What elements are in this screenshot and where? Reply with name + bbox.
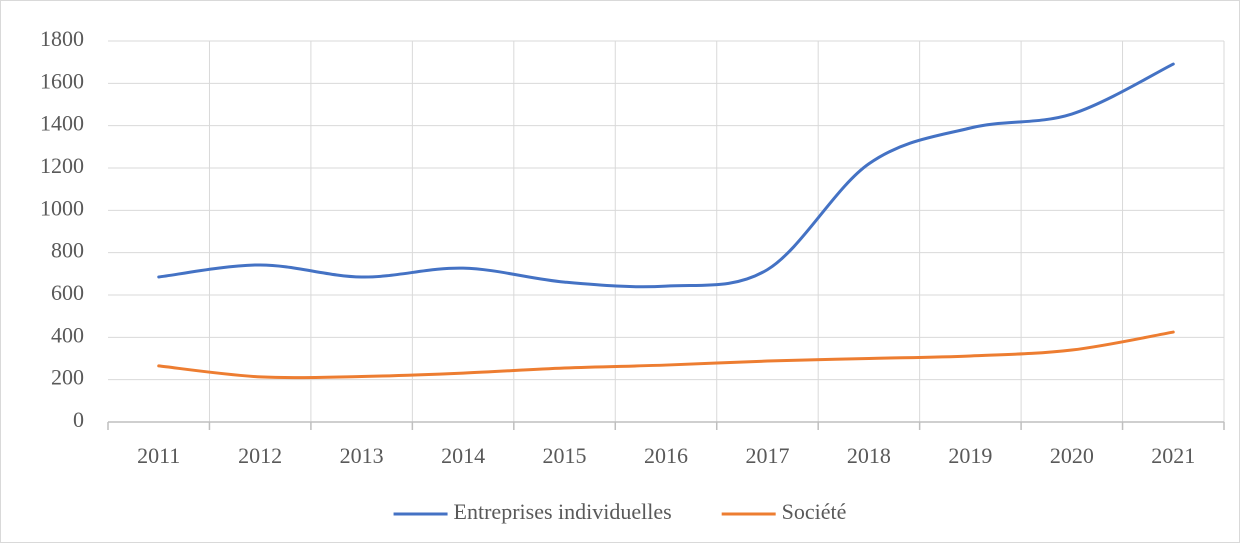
y-tick-label: 1000 — [40, 195, 84, 220]
x-tick-label: 2019 — [948, 443, 992, 468]
x-tick-label: 2021 — [1151, 443, 1195, 468]
y-tick-label: 0 — [73, 407, 84, 432]
legend-label: Société — [782, 499, 847, 524]
x-tick-label: 2020 — [1050, 443, 1094, 468]
line-series — [157, 62, 1175, 289]
x-tick-label: 2014 — [441, 443, 485, 468]
y-tick-label: 400 — [51, 322, 84, 347]
y-tick-label: 800 — [51, 238, 84, 263]
y-tick-label: 1200 — [40, 153, 84, 178]
x-tick-label: 2016 — [644, 443, 688, 468]
y-tick-label: 1600 — [40, 68, 84, 93]
y-tick-label: 1400 — [40, 111, 84, 136]
x-tick-label: 2018 — [847, 443, 891, 468]
x-tick-label: 2012 — [238, 443, 282, 468]
x-tick-label: 2011 — [137, 443, 180, 468]
x-tick-label: 2013 — [340, 443, 384, 468]
line-series — [157, 330, 1175, 380]
legend-label: Entreprises individuelles — [454, 499, 672, 524]
x-tick-label: 2017 — [745, 443, 789, 468]
x-tick-label: 2015 — [543, 443, 587, 468]
y-tick-label: 1800 — [40, 26, 84, 51]
y-tick-label: 600 — [51, 280, 84, 305]
y-tick-label: 200 — [51, 365, 84, 390]
